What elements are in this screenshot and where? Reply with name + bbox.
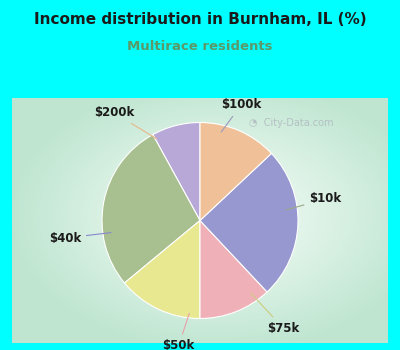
Wedge shape [153,122,200,220]
Text: $100k: $100k [221,98,261,132]
Text: $200k: $200k [94,106,156,139]
Text: Income distribution in Burnham, IL (%): Income distribution in Burnham, IL (%) [34,12,366,27]
Text: $75k: $75k [251,293,300,335]
Text: $10k: $10k [286,193,342,210]
Wedge shape [200,220,267,318]
Text: ◔  City-Data.com: ◔ City-Data.com [249,118,333,127]
Wedge shape [102,135,200,283]
Text: $40k: $40k [49,232,111,245]
Wedge shape [200,122,272,220]
Text: Multirace residents: Multirace residents [127,40,273,53]
Wedge shape [200,153,298,292]
Wedge shape [124,220,200,318]
Text: $50k: $50k [162,313,194,350]
